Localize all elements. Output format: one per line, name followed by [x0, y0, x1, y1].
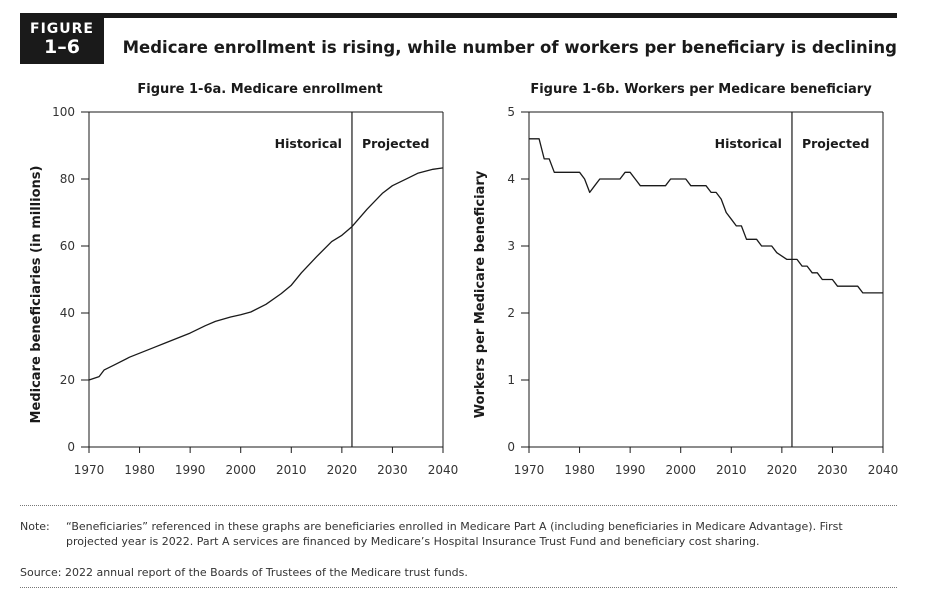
enrollment-series-line [88, 167, 444, 381]
enrollment-x-tick-label: 2030 [377, 463, 408, 477]
note-label: Note: [20, 520, 50, 533]
enrollment-x-tick-label: 2010 [276, 463, 307, 477]
workers-y-tick-label: 5 [507, 105, 515, 119]
workers-y-tick-label: 1 [507, 373, 515, 387]
workers-x-tick-label: 1980 [564, 463, 595, 477]
workers-x-tick-label: 2020 [767, 463, 798, 477]
figure-label: FIGURE [30, 21, 94, 37]
figure-number: 1–6 [44, 36, 80, 58]
enrollment-y-tick-label: 20 [60, 373, 75, 387]
source-bottom-rule [20, 587, 897, 588]
enrollment-projected-label: Projected [362, 136, 430, 151]
source-text: Source: 2022 annual report of the Boards… [20, 566, 468, 579]
enrollment-x-tick-label: 1980 [124, 463, 155, 477]
workers-projected-label: Projected [802, 136, 870, 151]
note-block: Note: “Beneficiaries” referenced in thes… [20, 519, 890, 549]
workers-y-tick-label: 3 [507, 239, 515, 253]
chart-workers-per-beneficiary: Figure 1-6b. Workers per Medicare benefi… [473, 82, 899, 477]
workers-x-tick-label: 2000 [665, 463, 696, 477]
enrollment-y-tick-label: 60 [60, 239, 75, 253]
enrollment-x-tick-label: 1990 [175, 463, 206, 477]
workers-series-line [529, 138, 883, 294]
enrollment-y-tick-label: 100 [52, 105, 75, 119]
enrollment-x-tick-label: 2020 [327, 463, 358, 477]
workers-y-tick-label: 0 [507, 440, 515, 454]
enrollment-historical-label: Historical [275, 136, 342, 151]
enrollment-y-axis-label: Medicare beneficiaries (in millions) [29, 166, 44, 424]
workers-y-tick-label: 4 [507, 172, 515, 186]
workers-x-tick-label: 1970 [514, 463, 545, 477]
workers-x-tick-label: 1990 [615, 463, 646, 477]
workers-chart-title: Figure 1-6b. Workers per Medicare benefi… [530, 82, 872, 97]
workers-x-tick-label: 2030 [817, 463, 848, 477]
figure-title: Medicare enrollment is rising, while num… [122, 38, 897, 57]
enrollment-x-tick-label: 1970 [74, 463, 105, 477]
enrollment-x-tick-label: 2040 [428, 463, 459, 477]
enrollment-chart-title: Figure 1-6a. Medicare enrollment [137, 82, 382, 97]
top-rule [20, 13, 897, 18]
note-top-rule [20, 505, 897, 506]
enrollment-y-tick-label: 40 [60, 306, 75, 320]
enrollment-x-tick-label: 2000 [225, 463, 256, 477]
chart-medicare-enrollment: Figure 1-6a. Medicare enrollment02040608… [29, 82, 459, 477]
note-text: “Beneficiaries” referenced in these grap… [66, 520, 843, 548]
workers-historical-label: Historical [715, 136, 782, 151]
workers-y-tick-label: 2 [507, 306, 515, 320]
enrollment-y-tick-label: 0 [67, 440, 75, 454]
figure-badge: FIGURE 1–6 [20, 18, 104, 64]
workers-y-axis-label: Workers per Medicare beneficiary [473, 170, 488, 418]
workers-x-tick-label: 2040 [868, 463, 899, 477]
workers-x-tick-label: 2010 [716, 463, 747, 477]
enrollment-y-tick-label: 80 [60, 172, 75, 186]
